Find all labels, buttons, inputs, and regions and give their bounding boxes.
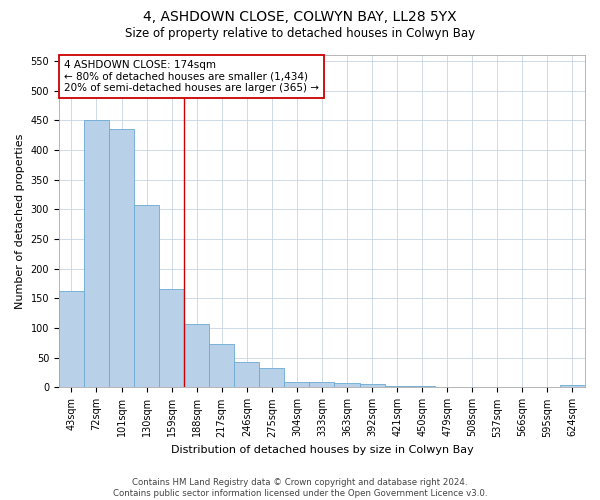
Bar <box>385 386 410 388</box>
Text: 4 ASHDOWN CLOSE: 174sqm
← 80% of detached houses are smaller (1,434)
20% of semi: 4 ASHDOWN CLOSE: 174sqm ← 80% of detache… <box>64 60 319 93</box>
Bar <box>310 382 334 388</box>
Bar <box>434 387 460 388</box>
Bar <box>510 387 535 388</box>
Text: Contains HM Land Registry data © Crown copyright and database right 2024.
Contai: Contains HM Land Registry data © Crown c… <box>113 478 487 498</box>
Bar <box>209 344 234 388</box>
Bar <box>259 368 284 388</box>
Text: Size of property relative to detached houses in Colwyn Bay: Size of property relative to detached ho… <box>125 28 475 40</box>
Bar <box>284 382 310 388</box>
Bar <box>134 205 159 388</box>
Y-axis label: Number of detached properties: Number of detached properties <box>15 134 25 309</box>
Bar <box>234 362 259 388</box>
Bar <box>159 290 184 388</box>
Bar <box>460 387 485 388</box>
Bar <box>109 129 134 388</box>
Text: 4, ASHDOWN CLOSE, COLWYN BAY, LL28 5YX: 4, ASHDOWN CLOSE, COLWYN BAY, LL28 5YX <box>143 10 457 24</box>
Bar <box>84 120 109 388</box>
Bar <box>334 382 359 388</box>
Bar <box>359 384 385 388</box>
Bar <box>184 324 209 388</box>
Bar <box>560 385 585 388</box>
Bar <box>410 386 434 388</box>
Bar <box>485 387 510 388</box>
X-axis label: Distribution of detached houses by size in Colwyn Bay: Distribution of detached houses by size … <box>170 445 473 455</box>
Bar <box>535 387 560 388</box>
Bar <box>59 290 84 388</box>
